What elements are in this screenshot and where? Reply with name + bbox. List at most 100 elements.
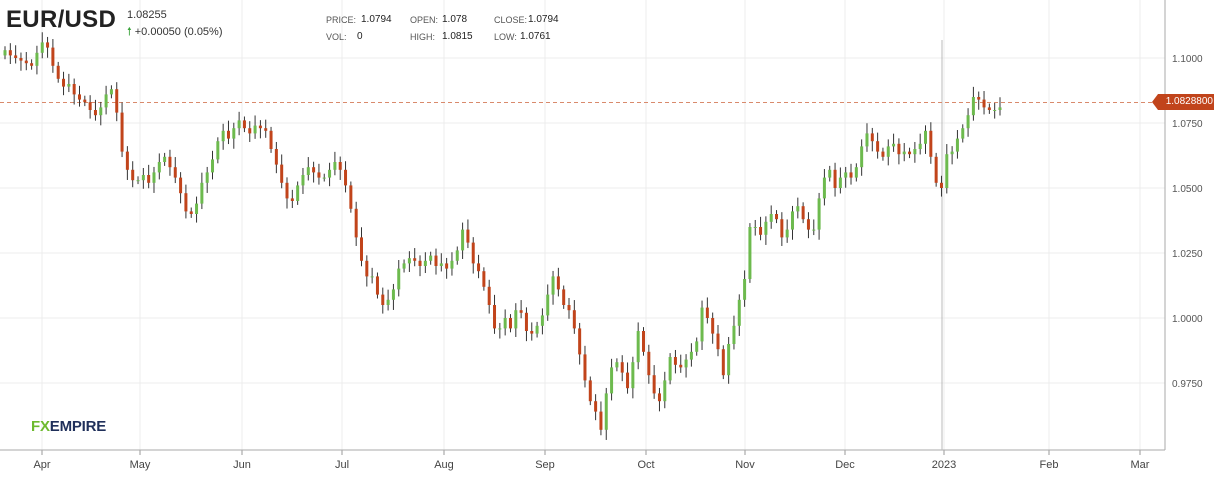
candle-down <box>338 162 342 170</box>
candle-up <box>67 84 71 87</box>
x-tick-label: Jul <box>335 459 349 471</box>
candle-up <box>945 154 949 188</box>
candle-up <box>689 351 693 360</box>
axes <box>0 0 1166 451</box>
candle-up <box>195 203 199 214</box>
candle-up <box>636 331 640 363</box>
x-tick-label: Mar <box>1131 459 1150 471</box>
candle-up <box>748 227 752 279</box>
candle-up <box>753 227 757 228</box>
candle-down <box>583 354 587 381</box>
candle-up <box>333 162 337 170</box>
candle-up <box>429 255 433 261</box>
candle-down <box>572 310 576 329</box>
candle-down <box>556 276 560 290</box>
x-tick-label: Aug <box>434 459 454 471</box>
candle-up <box>610 367 614 394</box>
x-tick-label: Sep <box>535 459 555 471</box>
x-tick-label: May <box>130 459 151 471</box>
candle-down <box>30 63 34 66</box>
candle-up <box>306 167 310 175</box>
candle-up <box>743 279 747 300</box>
y-tick-label: 1.0500 <box>1172 184 1203 195</box>
candle-down <box>312 167 316 173</box>
y-tick-label: 0.9750 <box>1172 379 1203 390</box>
candle-down <box>8 50 12 56</box>
candle-down <box>599 411 603 430</box>
candle-down <box>290 198 294 201</box>
candle-up <box>615 362 619 368</box>
candle-down <box>72 84 76 95</box>
candle-down <box>775 214 779 220</box>
candle-down <box>184 193 188 212</box>
candle-up <box>998 107 1002 110</box>
candle-up <box>163 156 167 162</box>
candle-up <box>838 177 842 188</box>
candle-up <box>955 138 959 152</box>
candle-down <box>375 276 379 295</box>
candle-down <box>62 78 66 87</box>
y-tick-label: 1.1000 <box>1172 54 1203 65</box>
candle-up <box>152 172 156 183</box>
candle-up <box>237 120 241 129</box>
candle-down <box>588 380 592 402</box>
candle-up <box>769 214 773 222</box>
logo-fx: FX <box>31 418 50 435</box>
candle-down <box>567 305 571 311</box>
current-price-marker: 1.0828800 <box>1152 94 1214 110</box>
candle-down <box>242 120 246 129</box>
candle-up <box>732 325 736 344</box>
candle-down <box>434 255 438 266</box>
high-value: 1.0815 <box>442 31 473 42</box>
y-tick-label: 1.0000 <box>1172 314 1203 325</box>
candle-down <box>594 401 598 412</box>
candle-up <box>764 221 768 235</box>
candle-down <box>258 125 262 129</box>
grid-lines <box>0 0 1165 455</box>
candle-up <box>461 229 465 251</box>
candle-down <box>982 99 986 108</box>
candle-up <box>157 162 161 173</box>
candle-up <box>631 362 635 389</box>
candle-down <box>482 271 486 287</box>
candle-down <box>780 219 784 238</box>
candle-down <box>876 141 880 152</box>
candle-down <box>131 169 135 181</box>
candle-down <box>562 289 566 305</box>
candle-down <box>365 260 369 277</box>
candle-up <box>99 107 103 116</box>
high-label: HIGH: <box>410 32 436 42</box>
candle-up <box>109 89 113 95</box>
candle-down <box>413 258 417 261</box>
candle-down <box>626 372 630 389</box>
candle-up <box>407 258 411 264</box>
candle-up <box>918 143 922 149</box>
arrow-up-icon: 🠕 <box>127 26 132 38</box>
candle-down <box>115 89 119 113</box>
candle-up <box>540 315 544 326</box>
candle-down <box>657 393 661 402</box>
candle-up <box>205 172 209 183</box>
candle-up <box>961 128 965 139</box>
chart-header: EUR/USD 1.08255 🠕 +0.00050 (0.05%) PRICE:… <box>0 0 1215 50</box>
candle-up <box>822 177 826 199</box>
candle-down <box>897 143 901 155</box>
candle-up <box>370 276 374 278</box>
candle-down <box>987 107 991 110</box>
candle-down <box>349 185 353 209</box>
candle-down <box>929 130 933 157</box>
low-value: 1.0761 <box>520 31 551 42</box>
candle-up <box>924 130 928 144</box>
candle-up <box>854 167 858 178</box>
candle-down <box>93 110 97 116</box>
candle-down <box>24 60 28 64</box>
candle-down <box>445 263 449 269</box>
candle-up <box>514 310 518 329</box>
candles <box>3 32 1002 440</box>
y-axis-tick-labels: 1.1000 1.0750 1.0500 1.0250 1.0000 0.9750 <box>1172 54 1203 390</box>
candle-up <box>423 260 427 266</box>
candle-down <box>354 208 358 238</box>
candle-up <box>796 206 800 212</box>
x-tick-label: Oct <box>637 459 654 471</box>
